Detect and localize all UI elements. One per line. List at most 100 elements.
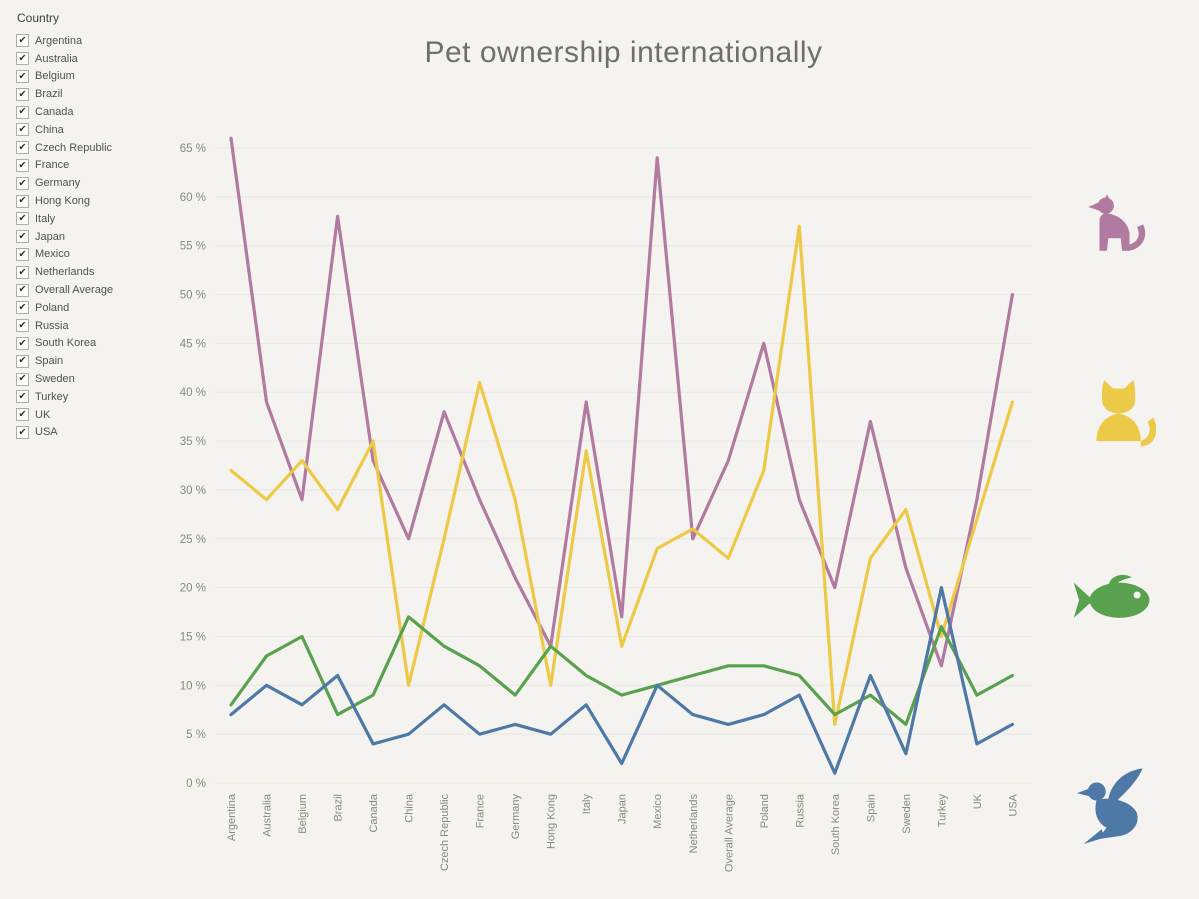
checkbox-checked-icon[interactable]: ✔ [16, 176, 29, 190]
country-checkbox-belgium[interactable]: ✔ Belgium [16, 68, 186, 86]
checkbox-checked-icon[interactable]: ✔ [16, 319, 29, 333]
country-checkbox-label: Sweden [35, 373, 75, 386]
y-tick-label: 5 % [186, 729, 206, 741]
x-tick-label: UK [972, 793, 984, 809]
country-checkbox-germany[interactable]: ✔ Germany [16, 174, 186, 192]
country-checkbox-france[interactable]: ✔ France [16, 157, 186, 175]
country-checkbox-turkey[interactable]: ✔ Turkey [16, 388, 186, 406]
checkbox-checked-icon[interactable]: ✔ [16, 247, 29, 261]
country-checkbox-russia[interactable]: ✔ Russia [16, 317, 186, 335]
x-tick-label: France [475, 794, 487, 828]
country-checkbox-label: Netherlands [35, 266, 95, 279]
checkbox-checked-icon[interactable]: ✔ [16, 158, 29, 172]
y-tick-label: 25 % [180, 534, 206, 546]
checkbox-checked-icon[interactable]: ✔ [16, 69, 29, 83]
checkbox-checked-icon[interactable]: ✔ [16, 87, 29, 101]
country-checkbox-label: France [35, 159, 70, 172]
y-tick-label: 60 % [180, 192, 206, 204]
checkbox-checked-icon[interactable]: ✔ [16, 283, 29, 297]
country-checkbox-uk[interactable]: ✔ UK [16, 406, 186, 424]
checkbox-checked-icon[interactable]: ✔ [16, 372, 29, 386]
checkbox-checked-icon[interactable]: ✔ [16, 141, 29, 155]
country-checkbox-label: Brazil [35, 88, 63, 101]
checkbox-checked-icon[interactable]: ✔ [16, 336, 29, 350]
checkbox-checked-icon[interactable]: ✔ [16, 212, 29, 226]
country-checkbox-south-korea[interactable]: ✔ South Korea [16, 335, 186, 353]
checkbox-checked-icon[interactable]: ✔ [16, 52, 29, 66]
checkbox-checked-icon[interactable]: ✔ [16, 390, 29, 404]
country-checkbox-mexico[interactable]: ✔ Mexico [16, 246, 186, 264]
country-checkbox-brazil[interactable]: ✔ Brazil [16, 85, 186, 103]
x-tick-label: Mexico [652, 794, 664, 829]
country-filter-title: Country [17, 11, 60, 25]
checkbox-checked-icon[interactable]: ✔ [16, 34, 29, 48]
series-line-bird[interactable] [229, 586, 1014, 775]
series-line-fish[interactable] [229, 615, 1014, 726]
x-tick-label: Argentina [226, 793, 238, 841]
y-tick-label: 65 % [180, 143, 206, 155]
country-checkbox-label: Canada [35, 106, 74, 119]
checkbox-checked-icon[interactable]: ✔ [16, 230, 29, 244]
y-tick-label: 30 % [180, 485, 206, 497]
country-checkbox-spain[interactable]: ✔ Spain [16, 352, 186, 370]
country-checkbox-australia[interactable]: ✔ Australia [16, 50, 186, 68]
country-checkbox-label: Turkey [35, 390, 69, 403]
country-checkbox-japan[interactable]: ✔ Japan [16, 228, 186, 246]
country-checkbox-czech-republic[interactable]: ✔ Czech Republic [16, 139, 186, 157]
x-tick-label: Japan [617, 794, 629, 824]
checkbox-checked-icon[interactable]: ✔ [16, 265, 29, 279]
country-checkbox-label: Italy [35, 212, 56, 225]
series-line-cat[interactable] [229, 224, 1014, 726]
series-line-dog[interactable] [229, 136, 1014, 668]
country-filter-panel: Country ✔ Argentina ✔ Australia ✔ Belgium ✔ Bra… [16, 11, 186, 441]
country-checkbox-hong-kong[interactable]: ✔ Hong Kong [16, 192, 186, 210]
checkbox-checked-icon[interactable]: ✔ [16, 123, 29, 137]
country-checkbox-label: Argentina [35, 34, 83, 47]
checkbox-checked-icon[interactable]: ✔ [16, 425, 29, 439]
country-checkbox-netherlands[interactable]: ✔ Netherlands [16, 263, 186, 281]
checkbox-checked-icon[interactable]: ✔ [16, 194, 29, 208]
bird-icon [1077, 768, 1143, 844]
y-tick-label: 50 % [180, 290, 206, 302]
country-checkbox-label: USA [35, 426, 58, 439]
country-checkbox-label: Poland [35, 301, 70, 314]
country-checkbox-argentina[interactable]: ✔ Argentina [16, 32, 186, 50]
x-axis-category-labels: Argentina Australia Belgium Brazil Canada Chi… [226, 793, 1019, 872]
country-checkbox-poland[interactable]: ✔ Poland [16, 299, 186, 317]
country-checkbox-usa[interactable]: ✔ USA [16, 424, 186, 442]
checkbox-checked-icon[interactable]: ✔ [16, 105, 29, 119]
country-checkbox-china[interactable]: ✔ China [16, 121, 186, 139]
country-checkbox-label: Czech Republic [35, 141, 113, 154]
country-checkbox-canada[interactable]: ✔ Canada [16, 103, 186, 121]
checkbox-checked-icon[interactable]: ✔ [16, 354, 29, 368]
country-checkbox-label: Overall Average [35, 284, 114, 297]
x-tick-label: Australia [262, 793, 274, 837]
country-checkbox-overall-average[interactable]: ✔ Overall Average [16, 281, 186, 299]
country-checkbox-label: Russia [35, 319, 69, 332]
y-tick-label: 0 % [186, 778, 206, 790]
cat-icon [1096, 380, 1156, 447]
y-tick-label: 40 % [180, 387, 206, 399]
x-tick-label: Italy [581, 794, 593, 815]
country-checkbox-label: Belgium [35, 70, 75, 83]
y-tick-label: 10 % [180, 680, 206, 692]
x-tick-label: China [404, 793, 416, 823]
x-tick-label: South Korea [830, 793, 842, 855]
y-tick-label: 20 % [180, 583, 206, 595]
country-checkbox-label: UK [35, 408, 51, 421]
gridlines [215, 147, 1032, 784]
checkbox-checked-icon[interactable]: ✔ [16, 301, 29, 315]
country-checkbox-label: Australia [35, 52, 78, 65]
country-checkbox-sweden[interactable]: ✔ Sweden [16, 370, 186, 388]
x-tick-label: Russia [794, 793, 806, 828]
fish-icon [1073, 574, 1150, 618]
page-title: Pet ownership internationally [424, 36, 823, 69]
country-checkbox-label: Hong Kong [35, 195, 91, 208]
country-checkbox-italy[interactable]: ✔ Italy [16, 210, 186, 228]
country-filter-list: ✔ Argentina ✔ Australia ✔ Belgium ✔ Brazil ✔ Cana… [16, 32, 186, 441]
x-tick-label: USA [1007, 793, 1019, 816]
checkbox-checked-icon[interactable]: ✔ [16, 408, 29, 422]
x-tick-label: Belgium [297, 794, 309, 834]
country-checkbox-label: Japan [35, 230, 65, 243]
